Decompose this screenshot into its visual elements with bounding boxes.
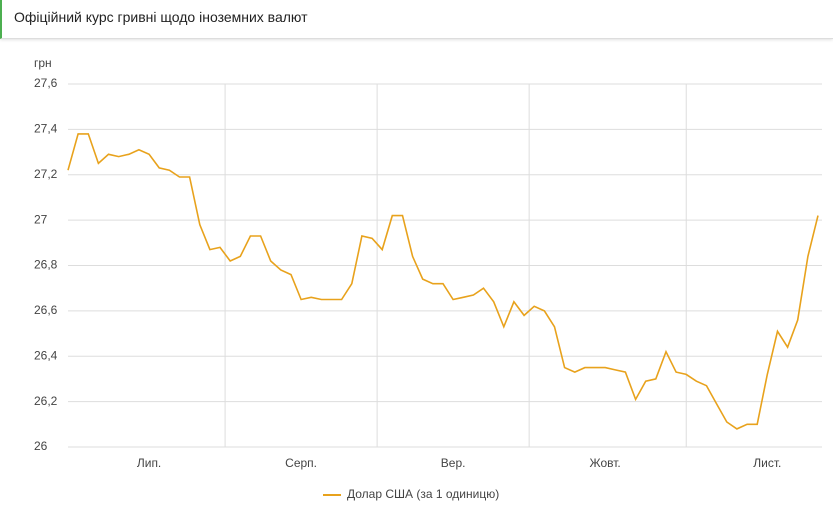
x-tick-label: Жовт.	[590, 456, 621, 470]
chart-title: Офіційний курс гривні щодо іноземних вал…	[14, 9, 308, 25]
y-tick-label: 26,6	[34, 303, 58, 317]
y-tick-label: 26,2	[34, 394, 58, 408]
series-line	[67, 133, 819, 430]
x-tick-label: Лист.	[753, 456, 781, 470]
y-tick-label: 27,4	[34, 122, 58, 136]
y-tick-label: 27,6	[34, 76, 58, 90]
chart: грн 26 26,2 26,4 26,6 26,8 27 27,2 27,4 27,6 Лип.…	[34, 56, 822, 501]
header: Офіційний курс гривні щодо іноземних вал…	[0, 0, 833, 39]
y-tick-label: 26	[34, 439, 48, 453]
y-tick-label: 26,8	[34, 258, 58, 272]
y-tick-label: 27	[34, 212, 48, 226]
x-tick-label: Лип.	[137, 456, 161, 470]
x-tick-label: Серп.	[285, 456, 317, 470]
y-tick-label: 27,2	[34, 167, 58, 181]
y-axis-label: грн	[34, 56, 52, 70]
x-tick-label: Вер.	[441, 456, 466, 470]
legend-label: Долар США (за 1 одиницю)	[347, 487, 499, 501]
y-tick-label: 26,4	[34, 348, 58, 362]
